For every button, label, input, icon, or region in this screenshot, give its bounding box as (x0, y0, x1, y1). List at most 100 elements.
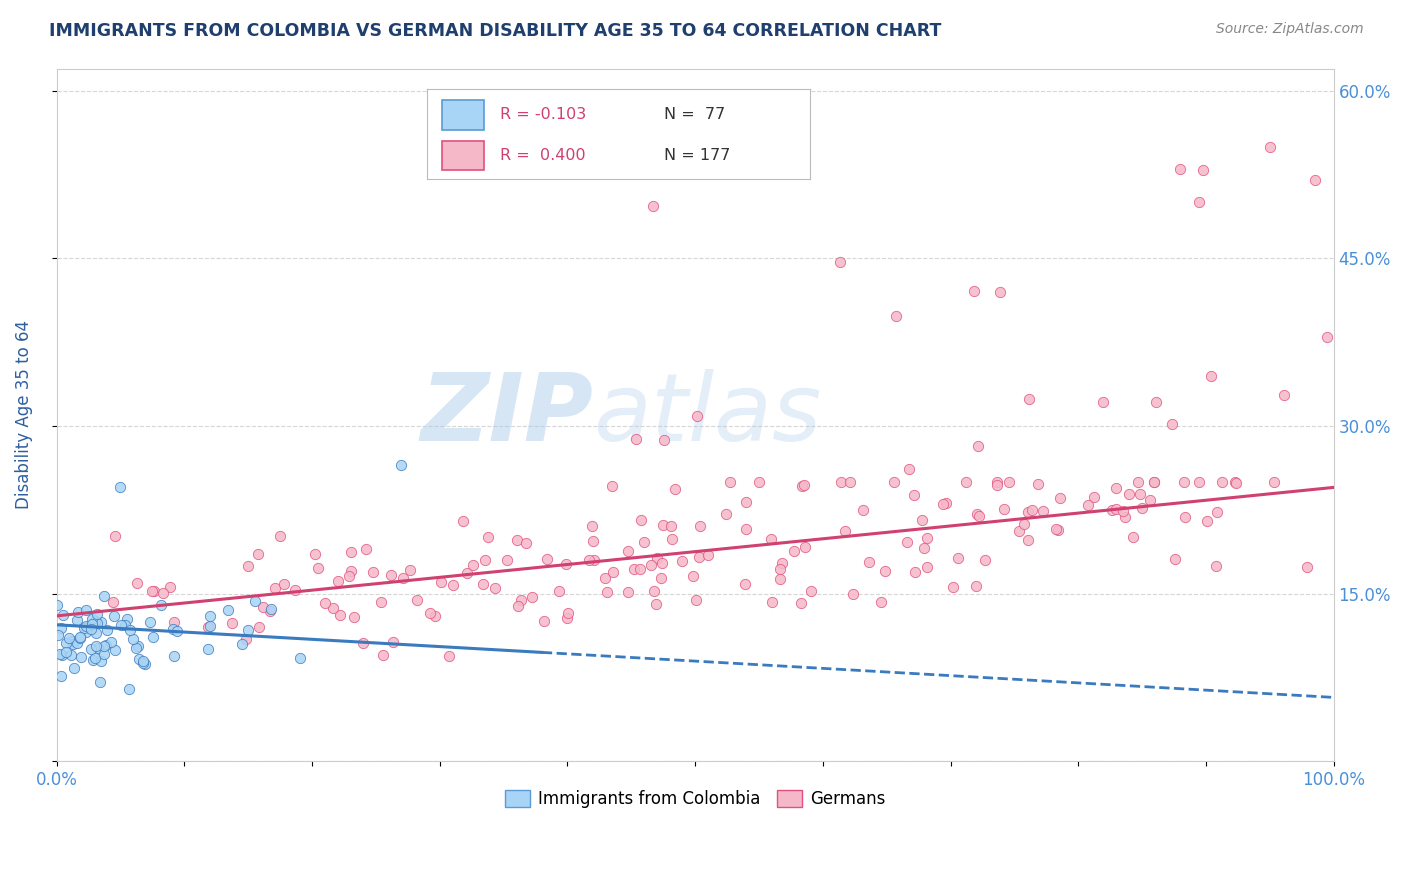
Point (1191, 162, 1213, 177)
Point (536, 552, 558, 566)
Point (1197, 515, 1219, 529)
Point (640, 558, 662, 573)
Point (1118, 486, 1140, 500)
Point (581, 519, 603, 533)
Point (661, 532, 683, 546)
Point (974, 553, 997, 567)
Point (910, 513, 932, 527)
Point (82, 653, 104, 667)
Point (96, 624, 118, 638)
Point (628, 562, 651, 576)
Point (245, 594, 267, 608)
Point (307, 561, 329, 575)
Point (84, 640, 107, 654)
Point (1083, 490, 1105, 504)
Point (935, 496, 957, 510)
Point (617, 544, 640, 558)
Point (128, 651, 150, 665)
Point (858, 555, 880, 569)
Point (392, 571, 415, 585)
Point (510, 593, 533, 607)
Point (430, 575, 453, 590)
Point (495, 553, 517, 567)
Point (630, 513, 652, 527)
Point (1121, 530, 1143, 544)
Point (124, 640, 146, 655)
Point (555, 611, 578, 625)
Point (1225, 476, 1247, 491)
Point (125, 576, 148, 591)
Point (389, 458, 412, 472)
Point (1092, 395, 1115, 409)
Point (340, 564, 363, 578)
Point (1211, 475, 1233, 489)
Point (770, 556, 793, 570)
Point (1161, 417, 1184, 431)
Point (682, 569, 704, 583)
Point (917, 531, 939, 545)
Point (121, 632, 143, 646)
Point (834, 524, 856, 538)
Point (104, 642, 127, 657)
Point (221, 615, 243, 630)
Point (86, 607, 108, 621)
Point (354, 541, 377, 556)
Point (51, 648, 73, 663)
Point (1114, 510, 1136, 524)
Point (790, 596, 813, 610)
Point (104, 529, 127, 543)
Point (903, 488, 925, 502)
Point (883, 475, 905, 489)
Point (273, 577, 295, 591)
Point (51, 669, 73, 683)
Point (578, 552, 600, 566)
Point (790, 479, 813, 493)
Point (633, 535, 655, 549)
Point (143, 583, 166, 598)
Point (1101, 503, 1123, 517)
Point (139, 615, 162, 629)
Point (842, 587, 865, 601)
Point (474, 552, 496, 566)
Point (236, 558, 259, 573)
Point (82, 617, 104, 632)
Point (84, 626, 107, 640)
Point (1077, 498, 1099, 512)
Point (149, 599, 172, 613)
Point (352, 635, 374, 649)
Point (441, 578, 464, 592)
Point (761, 595, 783, 609)
Point (198, 619, 221, 633)
Point (1258, 139, 1281, 153)
Point (759, 532, 782, 546)
Point (75, 603, 97, 617)
Point (55, 645, 77, 659)
Point (94, 638, 117, 652)
Point (419, 607, 441, 621)
Point (1130, 500, 1153, 515)
Point (1205, 505, 1227, 519)
Point (314, 596, 336, 610)
Point (60, 633, 83, 648)
Point (1105, 481, 1128, 495)
Point (66, 635, 89, 649)
Text: ZIP: ZIP (420, 368, 593, 461)
Point (100, 634, 122, 648)
Point (284, 583, 307, 598)
Point (1012, 516, 1035, 531)
Point (304, 547, 326, 561)
Point (49, 621, 72, 635)
Point (75, 619, 97, 633)
Point (166, 624, 188, 638)
Point (852, 503, 875, 517)
Point (90, 615, 112, 629)
Point (382, 635, 405, 649)
Point (688, 550, 710, 565)
Point (793, 477, 815, 491)
Point (84, 615, 107, 629)
Point (1272, 387, 1295, 401)
Point (398, 563, 420, 577)
Point (988, 285, 1011, 299)
Point (650, 571, 672, 585)
Point (132, 656, 155, 670)
